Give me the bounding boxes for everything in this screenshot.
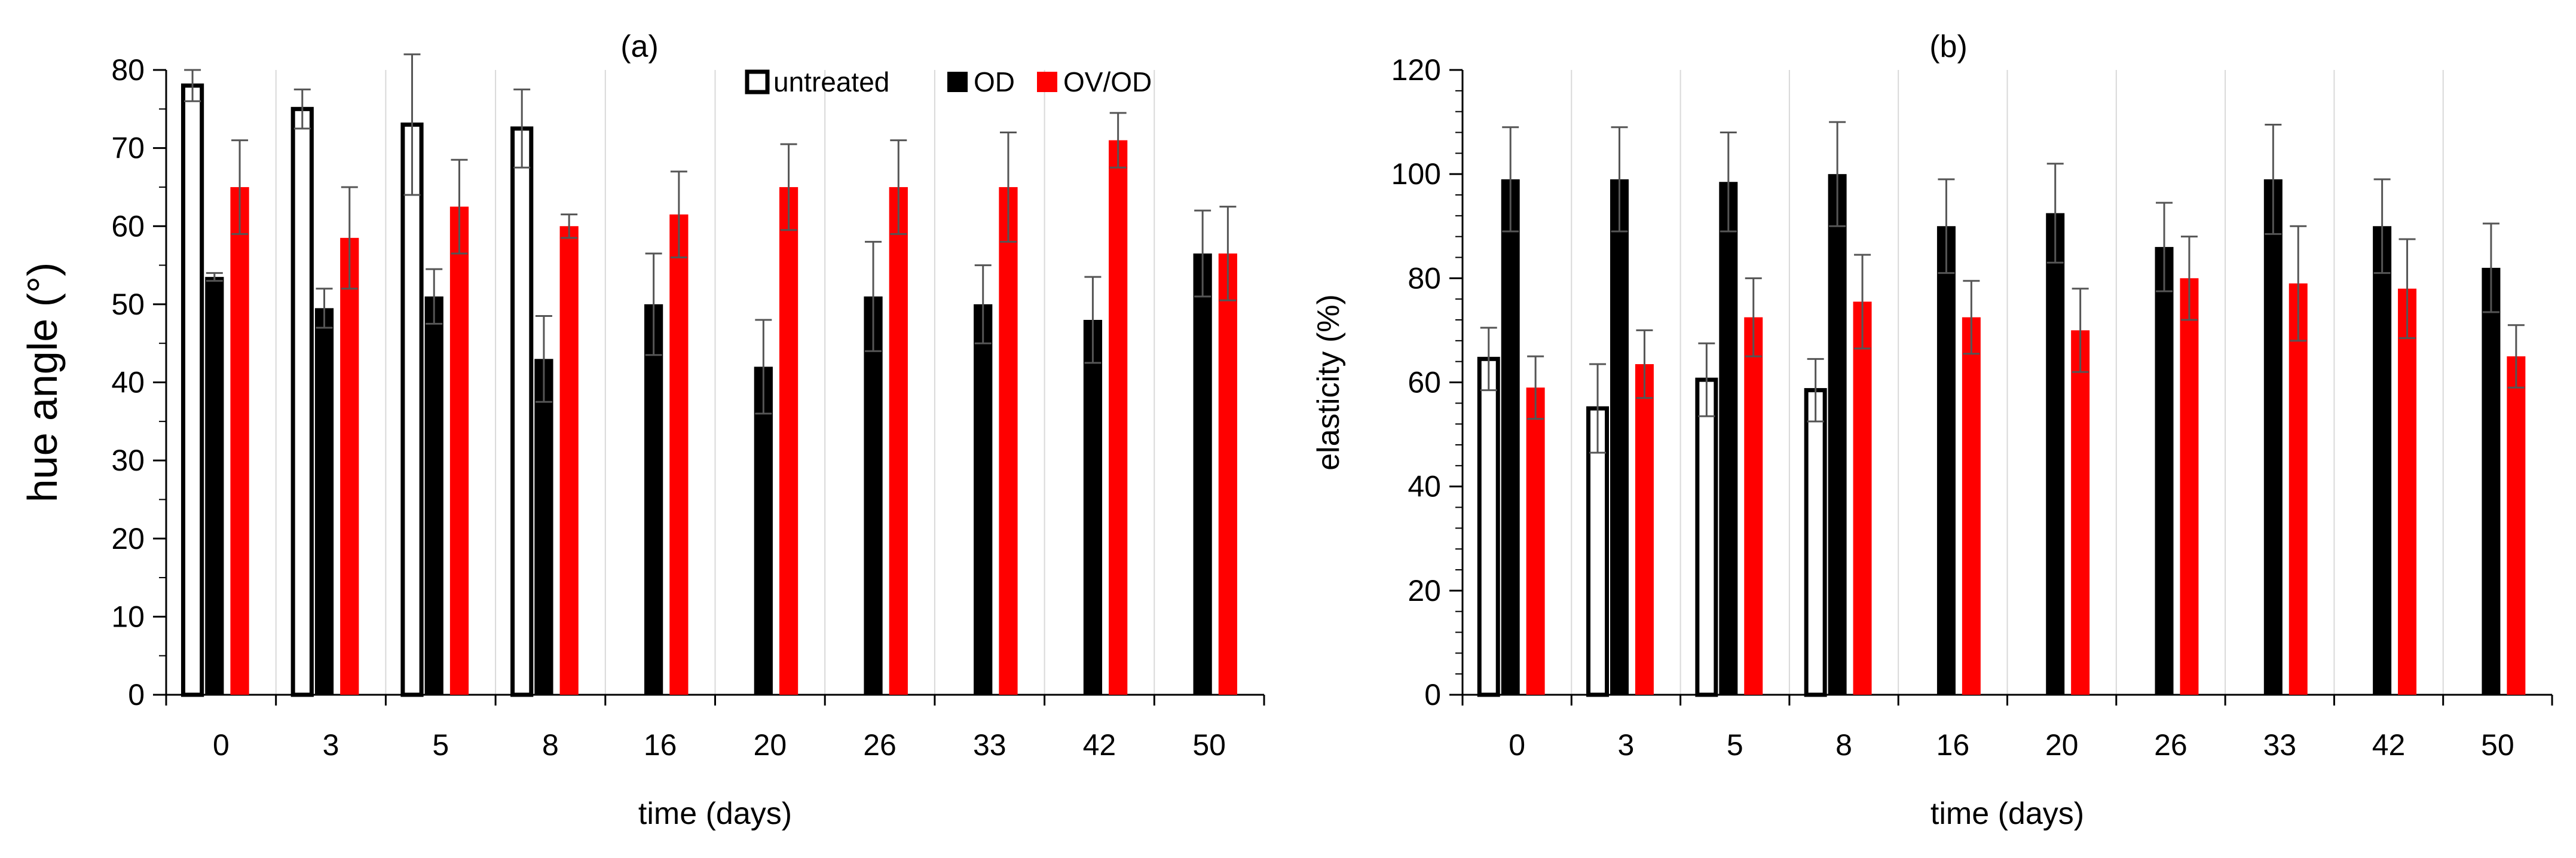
x-tick-label: 8: [1835, 728, 1852, 762]
y-tick-label: 20: [111, 522, 145, 555]
x-tick-label: 26: [2154, 728, 2188, 762]
x-tick-label: 16: [644, 728, 677, 762]
bar-ov-od: [2398, 288, 2417, 695]
bar-od: [424, 296, 443, 695]
y-tick-label: 40: [111, 366, 145, 399]
bar-od: [1936, 226, 1956, 695]
bar-ov-od: [449, 206, 469, 695]
bar-od: [974, 304, 993, 695]
y-tick-label: 100: [1391, 157, 1441, 191]
y-tick-label: 40: [1408, 470, 1441, 503]
panel-title: (b): [1929, 29, 1968, 64]
x-tick-label: 3: [1618, 728, 1635, 762]
y-tick-label: 80: [1408, 261, 1441, 295]
y-axis-title: elasticity (%): [1311, 294, 1346, 471]
bar-untreated: [290, 106, 314, 697]
x-tick-label: 26: [863, 728, 897, 762]
x-tick-label: 5: [1727, 728, 1743, 762]
bar-untreated: [400, 122, 424, 697]
bar-ov-od: [2289, 283, 2308, 695]
bar-od: [2263, 179, 2283, 695]
y-tick-label: 60: [111, 209, 145, 243]
bar-ov-od: [2507, 356, 2526, 695]
bar-ov-od: [1526, 387, 1545, 695]
bar-ov-od: [889, 187, 908, 695]
bar-ov-od: [559, 226, 579, 695]
x-tick-label: 8: [542, 728, 559, 762]
y-axis-title: hue angle (°): [19, 262, 66, 503]
bar-od: [1610, 179, 1629, 695]
bar-ov-od: [999, 187, 1018, 695]
y-tick-label: 70: [111, 132, 145, 165]
bar-ov-od: [669, 214, 689, 695]
bar-ov-od: [779, 187, 799, 695]
bar-od: [2373, 226, 2392, 695]
bar-ov-od: [2071, 330, 2090, 695]
bar-od: [754, 367, 773, 695]
bar-od: [1828, 174, 1847, 695]
legend-swatch: [1037, 72, 1057, 92]
x-tick-label: 3: [323, 728, 339, 762]
bar-od: [205, 277, 224, 695]
bar-ov-od: [1218, 253, 1237, 695]
x-tick-label: 50: [2481, 728, 2514, 762]
bar-od: [2046, 213, 2065, 695]
y-tick-label: 10: [111, 600, 145, 633]
bar-untreated: [1695, 377, 1718, 697]
bar-od: [314, 308, 334, 695]
y-tick-label: 80: [111, 53, 145, 87]
bar-od: [2482, 267, 2501, 695]
chart-panel-1: 0 20 40 60 80 100 120 0 3 5 8 16 20 26 33 42 50 time (day…: [1311, 29, 2553, 831]
x-tick-label: 16: [1936, 728, 1970, 762]
y-tick-label: 120: [1391, 53, 1441, 87]
x-tick-label: 20: [2045, 728, 2079, 762]
bar-ov-od: [230, 187, 249, 695]
x-axis-title: time (days): [1931, 796, 2084, 831]
bar-ov-od: [1744, 317, 1763, 695]
bar-untreated: [1477, 356, 1500, 697]
x-tick-label: 0: [1509, 728, 1525, 762]
bar-ov-od: [1635, 364, 1654, 695]
y-tick-label: 30: [111, 444, 145, 477]
bar-od: [1193, 253, 1212, 695]
x-tick-label: 20: [754, 728, 787, 762]
x-tick-label: 50: [1192, 728, 1226, 762]
x-tick-label: 42: [1083, 728, 1116, 762]
y-tick-label: 20: [1408, 574, 1441, 607]
bar-untreated: [1804, 388, 1827, 697]
legend-swatch: [745, 69, 770, 94]
bar-od: [644, 304, 663, 695]
bar-od: [864, 296, 883, 695]
bar-od: [1083, 320, 1103, 695]
x-axis-title: time (days): [638, 796, 792, 831]
bar-od: [534, 359, 553, 695]
x-tick-label: 33: [2263, 728, 2296, 762]
bar-od: [1719, 182, 1738, 695]
legend: untreated OD OV/OD: [745, 66, 1152, 97]
x-tick-label: 0: [213, 728, 230, 762]
bar-ov-od: [1109, 140, 1128, 695]
panel-title: (a): [620, 29, 659, 64]
bar-ov-od: [2180, 278, 2199, 695]
x-tick-label: 5: [432, 728, 449, 762]
bar-od: [2155, 247, 2174, 695]
legend-label: OV/OD: [1063, 66, 1152, 97]
y-tick-label: 60: [1408, 366, 1441, 399]
bar-ov-od: [340, 237, 359, 695]
bar-od: [1501, 179, 1520, 695]
bar-ov-od: [1853, 301, 1872, 695]
bar-untreated: [180, 83, 204, 697]
y-tick-label: 50: [111, 288, 145, 321]
y-tick-label: 0: [128, 678, 145, 712]
y-tick-label: 0: [1424, 678, 1441, 712]
x-tick-label: 33: [973, 728, 1006, 762]
chart-panel-0: 0 10 20 30 40 50 60 70 80 0 3 5 8 16 20 26 33 42 50 time (d…: [19, 29, 1265, 831]
legend-swatch: [947, 72, 968, 92]
x-tick-label: 42: [2372, 728, 2406, 762]
legend-label: OD: [974, 66, 1015, 97]
legend-label: untreated: [773, 66, 889, 97]
bar-untreated: [510, 126, 534, 697]
bar-ov-od: [1962, 317, 1981, 695]
